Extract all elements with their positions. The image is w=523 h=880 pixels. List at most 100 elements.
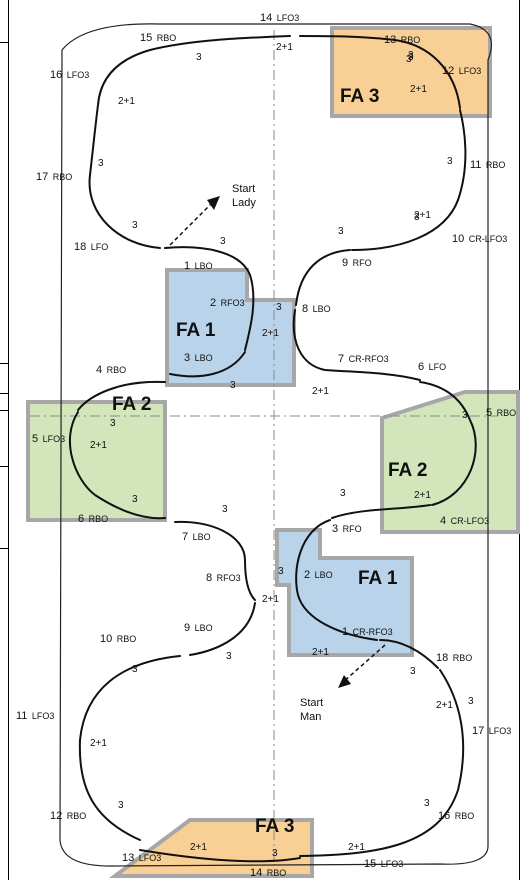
- beat-count: 3: [118, 800, 124, 811]
- start-lady-label: Start Lady: [232, 183, 258, 209]
- fa1-top-label: FA 1: [176, 320, 216, 341]
- step-label: 12 RBO: [50, 806, 86, 823]
- edge-tick: [0, 410, 9, 411]
- beat-count: 3: [220, 236, 226, 247]
- step-label: 7 CR-RFO3: [338, 349, 389, 366]
- start-man-line: [342, 644, 386, 683]
- step-label: 12 LFO3: [442, 61, 481, 78]
- step-label: 17 RBO: [36, 167, 72, 184]
- step-label: 11 RBO: [470, 155, 505, 172]
- tracing-step3-top: [169, 351, 246, 378]
- beat-count: 3: [110, 418, 116, 429]
- beat-count: 3: [447, 156, 453, 167]
- fa3-bottom-label: FA 3: [255, 816, 294, 837]
- step-label: 17 LFO3: [472, 721, 511, 738]
- edge-tick: [0, 363, 9, 364]
- beat-count: 3: [276, 302, 282, 313]
- beat-count: 3: [278, 566, 284, 577]
- beat-count: 3: [468, 696, 474, 707]
- beat-count: 3: [410, 666, 416, 677]
- step-label: 9 RFO: [342, 253, 372, 270]
- tracing-step10-12: [78, 655, 181, 841]
- tracing-step3-man: [331, 504, 431, 519]
- start-lady-arrow-icon: [207, 196, 220, 210]
- tracing-step13-14: [139, 849, 301, 863]
- beat-count: 3: [222, 504, 228, 515]
- start-lady-line: [169, 199, 216, 246]
- step-label: 14 RBO: [250, 863, 286, 880]
- step-label: 8 LBO: [302, 299, 331, 316]
- beat-count: 2+1: [414, 490, 431, 501]
- beat-count: 2+1: [190, 842, 207, 853]
- step-label: 6 LFO: [418, 357, 446, 374]
- left-edge-line: [8, 0, 9, 880]
- edge-tick: [0, 548, 9, 549]
- step-label: 15 LFO3: [364, 854, 403, 871]
- start-man-label: Start Man: [300, 697, 326, 723]
- beat-count: 2+1: [436, 700, 453, 711]
- tracing-step15-17: [299, 669, 465, 857]
- beat-count: 3: [408, 50, 414, 61]
- focus-area-fa3-top: [330, 26, 492, 118]
- edge-tick: [0, 393, 9, 394]
- tracing-step9: [189, 602, 256, 656]
- beat-count: 2+1: [414, 210, 431, 221]
- step-label: 3 RFO: [332, 519, 362, 536]
- beat-count: 3: [132, 494, 138, 505]
- tracing-step1-man: [295, 519, 378, 641]
- tracing-step6-7: [292, 309, 421, 381]
- beat-count: 3: [230, 380, 236, 391]
- beat-count: 3: [226, 651, 232, 662]
- beat-count: 2+1: [348, 842, 365, 853]
- edge-tick: [0, 466, 9, 467]
- step-label: 5 LFO3: [32, 429, 65, 446]
- start-man-arrow-icon: [338, 675, 351, 688]
- step-label: 16 LFO3: [50, 65, 89, 82]
- tracing-step12-13: [299, 35, 461, 109]
- beat-count: 3: [132, 664, 138, 675]
- beat-count: 2+1: [90, 440, 107, 451]
- step-label: 1 LBO: [184, 256, 213, 273]
- focus-area-fa2-right: [380, 390, 520, 534]
- step-label: 2 RFO3: [210, 293, 245, 310]
- beat-count: 3: [196, 52, 202, 63]
- step-label: 8 RFO3: [206, 568, 241, 585]
- focus-area-fa2-left: [26, 400, 167, 522]
- tracing-step4: [77, 380, 166, 411]
- beat-count: 3: [414, 212, 420, 223]
- step-label: 14 LFO3: [260, 8, 299, 25]
- step-label: 18 RBO: [436, 648, 472, 665]
- beat-count: 3: [424, 798, 430, 809]
- beat-count: 2+1: [312, 386, 329, 397]
- fa2-left-label: FA 2: [112, 394, 151, 415]
- beat-count: 3: [132, 220, 138, 231]
- beat-count: 3: [462, 410, 468, 421]
- beat-count: 3: [406, 54, 412, 65]
- step-label: 3 LBO: [184, 348, 213, 365]
- beat-count: 2+1: [410, 84, 427, 95]
- step-label: 9 LBO: [184, 618, 213, 635]
- outer-frame: [59, 23, 492, 867]
- beat-count: 2+1: [262, 328, 279, 339]
- focus-area-fa1-bottom: [275, 528, 414, 657]
- step-label: 2 LBO: [304, 565, 333, 582]
- step-label: 15 RBO: [140, 28, 176, 45]
- edge-tick: [0, 42, 9, 43]
- step-label: 10 CR-LFO3: [452, 229, 507, 246]
- fa3-top-label: FA 3: [340, 86, 379, 107]
- step-label: 1 CR-RFO3: [342, 622, 393, 639]
- step-label: 7 LBO: [182, 527, 211, 544]
- tracing-step18: [379, 639, 439, 669]
- step-label: 6 RBO: [78, 509, 108, 526]
- tracing-step4-5: [419, 381, 477, 506]
- beat-count: 2+1: [118, 96, 135, 107]
- step-label: 13 RBO: [384, 30, 420, 47]
- step-label: 4 RBO: [96, 360, 126, 377]
- step-label: 4 CR-LFO3: [440, 511, 489, 528]
- beat-count: 2+1: [312, 647, 329, 658]
- fa2-right-label: FA 2: [388, 460, 427, 481]
- tracing-step10-11: [351, 109, 467, 251]
- tracing-step8-9: [295, 249, 351, 306]
- step-label: 16 RBO: [438, 806, 474, 823]
